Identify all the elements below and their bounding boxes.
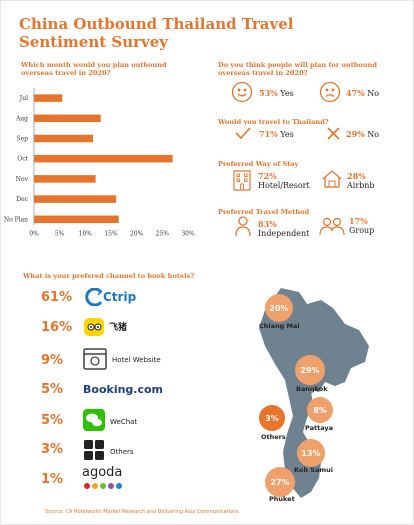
bar [34, 134, 94, 143]
bubble-koh-samui: 13% [297, 439, 325, 467]
person-icon [235, 216, 251, 237]
bar [34, 195, 117, 203]
x-tick-label: 30% [181, 230, 195, 237]
channel-name-agoda: agoda [82, 465, 123, 480]
category-label: Oct [17, 156, 28, 163]
plan-yes: 53% Yes [259, 88, 294, 99]
channel-pct-hotel-website: 9% [41, 353, 64, 368]
category-label: No Plan [4, 216, 28, 223]
city-bangkok: Bangkok [296, 385, 328, 393]
stay-a: 72% Hotel/Resort [258, 171, 310, 191]
channel-pct-others: 3% [41, 442, 64, 457]
category-label: Dec [16, 196, 28, 203]
channel-pct-wechat: 5% [41, 413, 64, 428]
month-question: Which month would you plan outbound over… [21, 61, 167, 77]
channel-pct-agoda: 1% [41, 472, 64, 487]
stay-b: 28% Airbnb [347, 171, 375, 191]
channel-name-fliggy: 飞猪 [109, 323, 128, 333]
bar [34, 94, 63, 102]
group-icon [319, 217, 345, 236]
plan-question: Do you think people will plan for outbou… [218, 61, 377, 77]
bubble-pattaya: 8% [307, 397, 333, 423]
browser-window-icon [83, 348, 107, 370]
fliggy-logo-icon [84, 318, 104, 336]
frown-icon [319, 81, 341, 103]
city-chiang-mai: Chiang Mai [259, 322, 300, 330]
thailand-no: 29% No [346, 129, 380, 140]
bubble-chiang-mai: 20% [265, 294, 293, 322]
method-question: Preferred Travel Method [218, 208, 310, 216]
thailand-yes: 71% Yes [259, 129, 294, 140]
agoda-dots-icon [84, 483, 122, 489]
x-tick-label: 10% [79, 230, 93, 237]
check-icon [235, 127, 251, 139]
ctrip-logo-icon [85, 288, 103, 306]
channel-name-hotel-website: Hotel Website [112, 356, 161, 364]
x-tick-label: 25% [156, 230, 170, 237]
city-pattaya: Pattaya [305, 424, 333, 432]
bubble-bangkok: 29% [295, 355, 325, 385]
method-b: 17% Group [349, 216, 375, 236]
wechat-logo-icon [83, 409, 105, 431]
bubble-others: 3% [259, 405, 285, 431]
airbnb-home-icon [322, 170, 342, 188]
channel-question: What is your prefered channel to book ho… [23, 272, 195, 280]
grid-apps-icon [84, 440, 104, 460]
cross-icon [327, 127, 340, 140]
x-tick-label: 15% [104, 230, 118, 237]
x-tick-label: 5% [55, 230, 65, 237]
stay-question: Preferred Way of Stay [218, 160, 299, 168]
category-label: Nov [16, 176, 29, 183]
thailand-question: Would you travel to Thailand? [218, 118, 329, 126]
category-label: Aug [15, 115, 28, 122]
channel-name-booking: Booking.com [83, 383, 164, 396]
plan-no: 47% No [346, 88, 380, 99]
category-label: Sep [16, 136, 28, 143]
bubble-phuket: 27% [265, 467, 295, 497]
channel-pct-booking: 5% [41, 382, 64, 397]
bar [34, 175, 96, 183]
bar [34, 114, 101, 123]
city-koh-samui: Koh Samui [294, 466, 333, 474]
hotel-icon [233, 170, 251, 191]
x-tick-label: 20% [130, 230, 144, 237]
channel-name-ctrip: Ctrip [103, 290, 137, 304]
bar [34, 154, 173, 163]
thailand-map [259, 288, 369, 498]
channel-name-wechat: WeChat [110, 418, 138, 426]
source-note: Source: C9 Hotelworks Market Research an… [45, 509, 239, 515]
channel-pct-ctrip: 61% [41, 290, 73, 305]
x-tick-label: 0% [29, 230, 39, 237]
page-title: China Outbound Thailand Travel Sentiment… [19, 15, 294, 51]
category-label: Jul [19, 95, 28, 102]
city-others: Others [261, 433, 286, 441]
channel-name-others: Others [110, 448, 134, 456]
smile-icon [231, 81, 253, 103]
channel-pct-fliggy: 16% [41, 320, 73, 335]
bar [34, 215, 119, 224]
method-a: 83% Independent [258, 219, 310, 239]
city-phuket: Phuket [269, 495, 295, 503]
